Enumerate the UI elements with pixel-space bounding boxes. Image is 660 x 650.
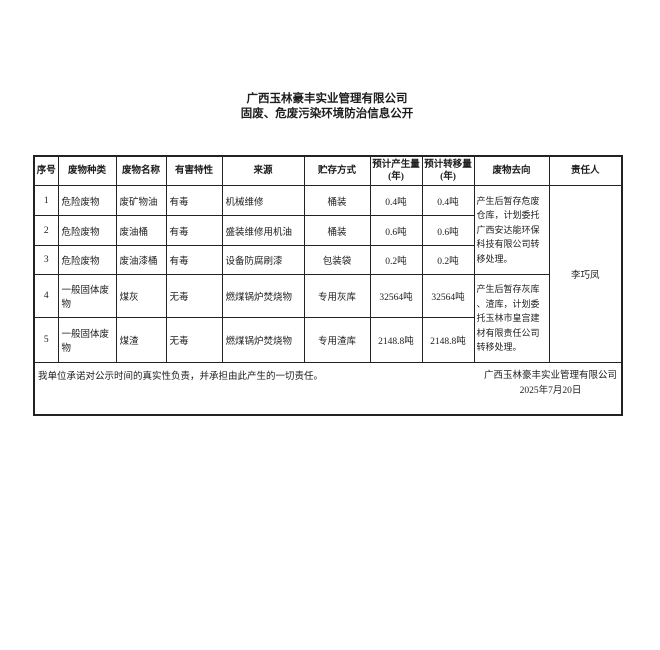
- title-company-line: 广西玉林豪丰实业管理有限公司: [246, 93, 408, 105]
- cell-index: 4: [33, 274, 59, 318]
- commitment-statement: 我单位承诺对公示时间的真实性负责，并承担由此产生的一切责任。: [38, 372, 324, 382]
- cell-index: 3: [33, 245, 59, 275]
- cell-waste-name: 煤渣: [115, 317, 167, 363]
- cell-waste-category: 一般固体废物: [57, 317, 117, 363]
- col-header-expected-transfer: 预计转移量 (年): [421, 155, 475, 186]
- cell-source: 盛装维修用机油: [221, 215, 305, 246]
- cell-source: 燃煤锅炉焚烧物: [221, 274, 305, 318]
- cell-expected-production: 0.2吨: [369, 245, 423, 275]
- cell-index: 1: [33, 185, 59, 216]
- cell-hazard-property: 有毒: [165, 215, 223, 246]
- cell-expected-production: 2148.8吨: [369, 317, 423, 363]
- table-row: 3 危险废物 废油漆桶 有毒 设备防腐刷漆 包装袋 0.2吨 0.2吨: [33, 245, 622, 275]
- col-header-storage-method: 贮存方式: [303, 155, 371, 186]
- waste-disclosure-table: 序号 废物种类 废物名称 有害特性 来源 贮存方式 预计产生量 (年) 预计转移…: [33, 155, 623, 416]
- cell-destination-hazardous: 产生后暂存危废仓库，计划委托广西安达能环保科技有限公司转移处理。: [473, 185, 550, 275]
- cell-hazard-property: 无毒: [165, 274, 223, 318]
- cell-storage-method: 专用渣库: [303, 317, 371, 363]
- col-header-waste-name: 废物名称: [115, 155, 167, 186]
- cell-index: 2: [33, 215, 59, 246]
- cell-storage-method: 桶装: [303, 185, 371, 216]
- table-row: 2 危险废物 废油桶 有毒 盛装维修用机油 桶装 0.6吨 0.6吨: [33, 215, 622, 246]
- col-header-responsible-person: 责任人: [548, 155, 623, 186]
- table-row: 5 一般固体废物 煤渣 无毒 燃煤锅炉焚烧物 专用渣库 2148.8吨 2148…: [33, 317, 622, 363]
- cell-index: 5: [33, 317, 59, 363]
- cell-expected-transfer: 2148.8吨: [421, 317, 475, 363]
- footer-cell: 我单位承诺对公示时间的真实性负责，并承担由此产生的一切责任。 广西玉林豪丰实业管…: [33, 362, 623, 415]
- cell-destination-general: 产生后暂存灰库、渣库，计划委托玉林市皇宫建材有限责任公司转移处理。: [473, 274, 550, 363]
- cell-responsible-person: 李巧凤: [548, 185, 623, 363]
- signature-block: 广西玉林豪丰实业管理有限公司 2025年7月20日: [484, 369, 617, 399]
- table-row: 4 一般固体废物 煤灰 无毒 燃煤锅炉焚烧物 专用灰库 32564吨 32564…: [33, 274, 622, 363]
- cell-waste-name: 废矿物油: [115, 185, 167, 216]
- col-header-source: 来源: [221, 155, 305, 186]
- cell-waste-category: 一般固体废物: [57, 274, 117, 318]
- cell-hazard-property: 有毒: [165, 245, 223, 275]
- cell-expected-production: 0.4吨: [369, 185, 423, 216]
- table-header-row: 序号 废物种类 废物名称 有害特性 来源 贮存方式 预计产生量 (年) 预计转移…: [33, 155, 623, 186]
- table-row: 1 危险废物 废矿物油 有毒 机械维修 桶装 0.4吨 0.4吨 产生后暂存危废…: [33, 185, 623, 363]
- cell-waste-category: 危险废物: [57, 215, 117, 246]
- col-header-expected-production: 预计产生量 (年): [369, 155, 423, 186]
- cell-hazard-property: 无毒: [165, 317, 223, 363]
- col-header-waste-category: 废物种类: [57, 155, 117, 186]
- cell-storage-method: 桶装: [303, 215, 371, 246]
- cell-storage-method: 包装袋: [303, 245, 371, 275]
- cell-waste-name: 煤灰: [115, 274, 167, 318]
- cell-waste-name: 废油桶: [115, 215, 167, 246]
- cell-expected-production: 0.6吨: [369, 215, 423, 246]
- cell-expected-transfer: 0.4吨: [421, 185, 475, 216]
- cell-source: 机械维修: [221, 185, 305, 216]
- col-header-destination: 废物去向: [473, 155, 550, 186]
- document-title: 广西玉林豪丰实业管理有限公司 固废、危废污染环境防治信息公开: [33, 0, 621, 122]
- cell-waste-name: 废油漆桶: [115, 245, 167, 275]
- col-header-index: 序号: [33, 155, 59, 186]
- cell-source: 燃煤锅炉焚烧物: [221, 317, 305, 363]
- col-header-hazard-property: 有害特性: [165, 155, 223, 186]
- signature-company: 广西玉林豪丰实业管理有限公司: [483, 371, 617, 381]
- cell-storage-method: 专用灰库: [303, 274, 371, 318]
- cell-hazard-property: 有毒: [165, 185, 223, 216]
- table-footer-row: 我单位承诺对公示时间的真实性负责，并承担由此产生的一切责任。 广西玉林豪丰实业管…: [33, 362, 623, 415]
- cell-expected-transfer: 0.6吨: [421, 215, 475, 246]
- cell-source: 设备防腐刷漆: [221, 245, 305, 275]
- cell-waste-category: 危险废物: [57, 245, 117, 275]
- cell-expected-transfer: 0.2吨: [421, 245, 475, 275]
- footer-content: 我单位承诺对公示时间的真实性负责，并承担由此产生的一切责任。 广西玉林豪丰实业管…: [38, 369, 617, 399]
- cell-waste-category: 危险废物: [57, 185, 117, 216]
- signature-date: 2025年7月20日: [519, 386, 582, 396]
- cell-expected-production: 32564吨: [369, 274, 423, 318]
- cell-expected-transfer: 32564吨: [421, 274, 475, 318]
- title-disclosure-line: 固废、危废污染环境防治信息公开: [240, 108, 414, 120]
